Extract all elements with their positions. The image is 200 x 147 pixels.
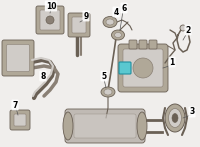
FancyBboxPatch shape	[36, 6, 64, 34]
Text: 6: 6	[121, 4, 127, 12]
Text: 5: 5	[101, 71, 107, 81]
FancyBboxPatch shape	[119, 62, 131, 74]
Ellipse shape	[104, 89, 112, 95]
Ellipse shape	[137, 112, 147, 140]
FancyBboxPatch shape	[2, 40, 34, 76]
Circle shape	[133, 58, 153, 78]
Text: 4: 4	[113, 7, 119, 16]
FancyBboxPatch shape	[72, 17, 86, 33]
Text: 3: 3	[189, 107, 195, 117]
FancyBboxPatch shape	[149, 40, 157, 49]
Ellipse shape	[114, 32, 122, 37]
FancyBboxPatch shape	[6, 45, 30, 71]
Text: 1: 1	[169, 57, 175, 66]
Ellipse shape	[63, 112, 73, 140]
Ellipse shape	[101, 87, 115, 97]
Text: 9: 9	[83, 11, 89, 20]
Ellipse shape	[106, 19, 114, 25]
Ellipse shape	[165, 104, 185, 132]
FancyBboxPatch shape	[68, 13, 90, 37]
FancyBboxPatch shape	[74, 114, 136, 138]
Ellipse shape	[168, 108, 182, 127]
Ellipse shape	[112, 30, 124, 40]
FancyBboxPatch shape	[139, 40, 147, 49]
FancyBboxPatch shape	[65, 109, 145, 143]
FancyBboxPatch shape	[40, 10, 60, 30]
FancyBboxPatch shape	[123, 49, 163, 87]
Text: 2: 2	[185, 25, 191, 35]
FancyBboxPatch shape	[118, 44, 168, 92]
FancyBboxPatch shape	[129, 40, 137, 49]
Circle shape	[180, 25, 186, 31]
Circle shape	[46, 16, 54, 24]
FancyBboxPatch shape	[14, 114, 26, 126]
Text: 10: 10	[46, 1, 56, 10]
FancyBboxPatch shape	[10, 110, 30, 130]
Text: 8: 8	[40, 71, 46, 81]
Text: 7: 7	[12, 101, 18, 110]
Ellipse shape	[172, 113, 178, 122]
Ellipse shape	[103, 16, 117, 27]
